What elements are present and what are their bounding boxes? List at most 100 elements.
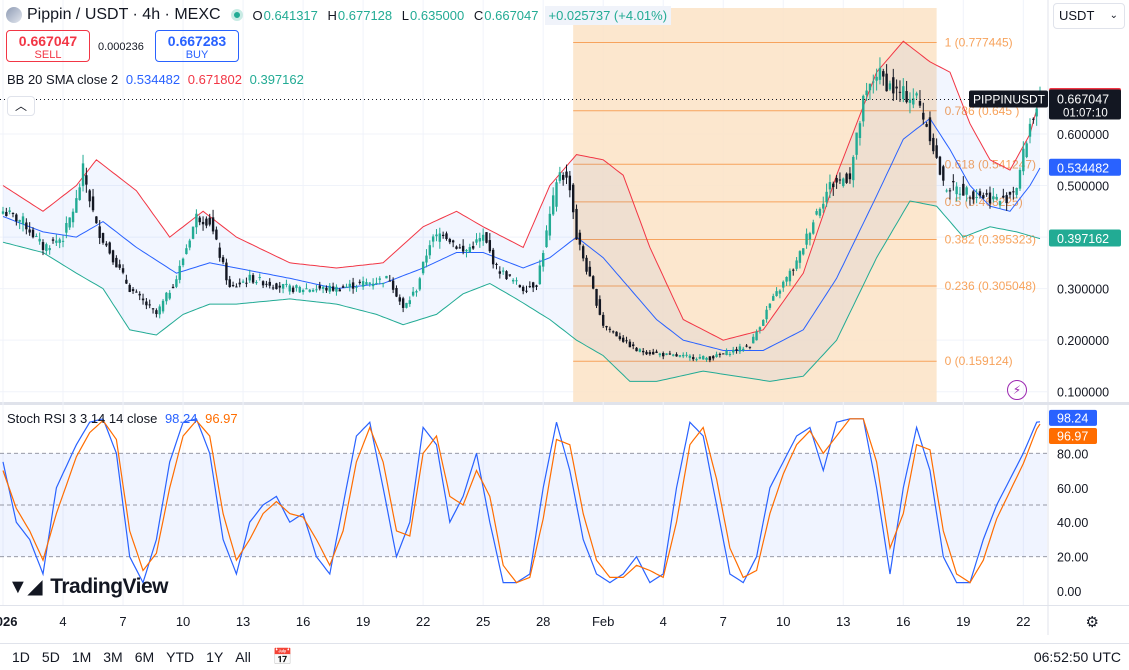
candle-body [231, 285, 235, 287]
candle-body [925, 124, 928, 127]
candle-body [868, 83, 872, 91]
candle-body [628, 341, 632, 348]
price-axis-label: 0.397162 [1057, 232, 1109, 246]
candle-body [275, 283, 278, 290]
candle-body [695, 359, 698, 361]
time-axis-tick: 28 [536, 614, 550, 629]
price-change: +0.025737 (+4.01%) [544, 5, 672, 25]
stoch-legend[interactable]: Stoch RSI 3 3 14 14 close 98.24 96.97 [7, 411, 238, 426]
bb-lower-value: 0.397162 [249, 72, 304, 87]
sell-label: SELL [34, 49, 62, 61]
symbol-title[interactable]: Pippin / USDT · 4h · MEXC [27, 6, 221, 23]
ohlc-open-value: 0.641317 [263, 7, 318, 23]
time-axis-tick: Feb [592, 614, 614, 629]
range-3m[interactable]: 3M [103, 648, 123, 665]
range-ytd[interactable]: YTD [166, 648, 195, 665]
candle-body [808, 233, 812, 240]
calendar-icon[interactable]: 📅 [272, 648, 293, 666]
candle-body [578, 232, 582, 245]
bb-legend[interactable]: BB 20 SMA close 2 0.534482 0.671802 0.39… [7, 72, 304, 87]
candle-body [718, 353, 722, 355]
stoch-k-line [2, 418, 1041, 585]
candle-body [665, 353, 668, 355]
range-all[interactable]: All [235, 648, 251, 665]
ohlc-readout: O0.641317 H0.677128 L0.635000 C0.667047 [253, 8, 545, 23]
candle-body [611, 331, 615, 333]
candle-body [415, 291, 418, 293]
candle-body [388, 280, 391, 282]
tradingview-logo[interactable]: ▼◢ TradingView [8, 574, 169, 599]
candle-body [55, 240, 58, 243]
candle-body [295, 285, 298, 288]
candle-body [585, 257, 588, 272]
collapse-legend-button[interactable]: ︿ [7, 96, 35, 116]
candle-body [325, 287, 328, 291]
candle-body [518, 285, 522, 288]
last-price-label-bg [1049, 89, 1121, 120]
candle-body [768, 303, 772, 308]
candle-body [141, 298, 145, 301]
range-1d[interactable]: 1D [12, 648, 30, 665]
candle-body [762, 320, 765, 326]
candle-body [348, 283, 351, 288]
fib-level-label: 0.236 (0.305048) [945, 279, 1036, 293]
price-axis-tick: 0.300000 [1057, 283, 1109, 297]
candle-body [31, 229, 35, 238]
candle-body [248, 274, 251, 281]
candle-body [225, 262, 228, 281]
market-status-icon[interactable] [230, 9, 243, 21]
candle-body [85, 175, 88, 185]
range-1y[interactable]: 1Y [206, 648, 224, 665]
candle-body [735, 349, 738, 351]
candle-body [1025, 143, 1028, 158]
candle-body [938, 156, 942, 175]
candle-body [255, 282, 258, 284]
stoch-d-line [2, 418, 1041, 584]
candle-body [855, 132, 858, 155]
candle-body [128, 284, 131, 292]
candle-body [875, 76, 878, 81]
candle-body [345, 286, 348, 288]
range-6m[interactable]: 6M [134, 648, 155, 665]
candle-body [591, 276, 595, 289]
fib-level-label: 0 (0.159124) [945, 354, 1013, 368]
candle-body [975, 196, 978, 198]
candle-body [58, 239, 61, 243]
candle-body [692, 357, 695, 360]
ohlc-close-value: 0.667047 [484, 7, 539, 23]
candle-body [538, 265, 542, 285]
candle-body [655, 351, 658, 353]
candle-body [632, 344, 635, 347]
candle-body [1022, 148, 1025, 172]
candle-body [638, 349, 642, 352]
range-1m[interactable]: 1M [71, 648, 92, 665]
sell-button[interactable]: 0.667047 SELL [6, 30, 90, 62]
price-axis-label-bg [1049, 158, 1121, 176]
candle-body [398, 297, 401, 302]
time-axis-tick: 16 [896, 614, 910, 629]
lightning-icon[interactable]: ⚡ [1007, 380, 1027, 400]
candle-body [845, 173, 848, 183]
candle-body [915, 93, 918, 96]
candle-body [411, 291, 415, 296]
candle-body [375, 282, 378, 284]
candle-body [401, 298, 405, 308]
candle-body [515, 280, 518, 282]
candle-body [138, 293, 141, 296]
candle-body [241, 281, 245, 283]
candle-body [271, 287, 275, 289]
candle-body [1, 211, 5, 214]
candle-body [378, 278, 381, 280]
candle-body [265, 283, 268, 285]
candle-body [361, 281, 365, 287]
candle-body [625, 340, 628, 342]
currency-select[interactable]: USDT ⌄ [1053, 3, 1125, 29]
chevron-up-icon: ︿ [14, 99, 27, 113]
buy-button[interactable]: 0.667283 BUY [155, 30, 239, 62]
utc-clock[interactable]: 06:52:50 UTC [1033, 649, 1121, 665]
range-5d[interactable]: 5D [41, 648, 60, 665]
candle-body [948, 190, 952, 192]
candle-body [998, 200, 1002, 206]
settings-icon[interactable]: ⚙ [1085, 614, 1099, 631]
